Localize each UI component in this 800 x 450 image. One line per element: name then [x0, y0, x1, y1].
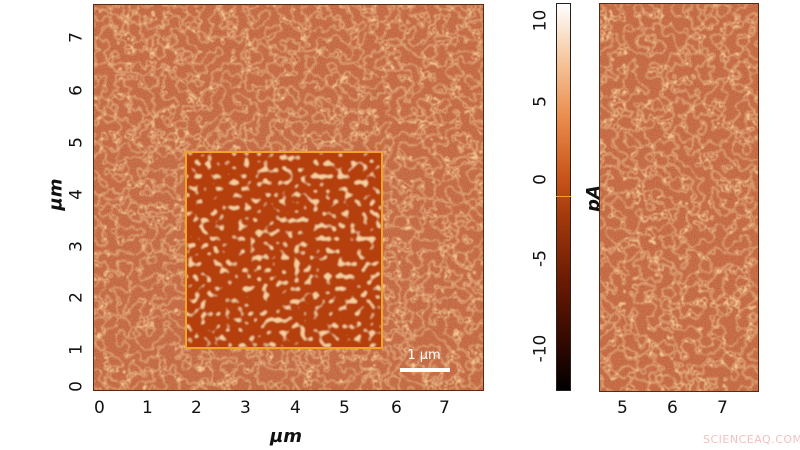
scale-bar-label: 1 µm: [407, 348, 441, 363]
y-tick-1: 1: [66, 344, 87, 355]
x-tick-0: 0: [94, 398, 105, 418]
side-afm-image: [599, 3, 759, 392]
colorbar-tick-minus5: -5: [530, 250, 551, 267]
afm-texture-main: [94, 5, 483, 390]
colorbar-marker: [556, 196, 571, 197]
x-tick-3: 3: [240, 398, 251, 418]
y-tick-3: 3: [66, 241, 87, 252]
colorbar: [556, 3, 571, 391]
x-tick-1: 1: [142, 398, 153, 418]
x-axis-title: µm: [270, 426, 303, 447]
x-tick-4: 4: [290, 398, 301, 418]
side-x-tick-7: 7: [717, 398, 728, 418]
colorbar-tick-5: 5: [530, 96, 551, 107]
x-tick-2: 2: [191, 398, 202, 418]
colorbar-tick-10: 10: [530, 9, 551, 32]
region-of-interest-box: [185, 151, 383, 349]
y-tick-6: 6: [66, 85, 87, 96]
y-tick-5: 5: [66, 137, 87, 148]
watermark: SCIENCEAQ.COM: [703, 433, 800, 446]
x-tick-5: 5: [339, 398, 350, 418]
y-tick-2: 2: [66, 292, 87, 303]
y-tick-4: 4: [66, 189, 87, 200]
y-tick-7: 7: [66, 32, 87, 43]
side-x-tick-5: 5: [617, 398, 628, 418]
colorbar-tick-minus10: -10: [530, 334, 551, 363]
x-tick-6: 6: [391, 398, 402, 418]
x-tick-7: 7: [439, 398, 450, 418]
main-afm-image: 1 µm: [93, 4, 484, 391]
scale-bar: [400, 368, 450, 372]
colorbar-tick-0: 0: [530, 174, 551, 185]
y-tick-0: 0: [66, 381, 87, 392]
afm-texture-side: [600, 4, 758, 391]
side-x-tick-6: 6: [667, 398, 678, 418]
y-axis-title: µm: [45, 178, 67, 211]
